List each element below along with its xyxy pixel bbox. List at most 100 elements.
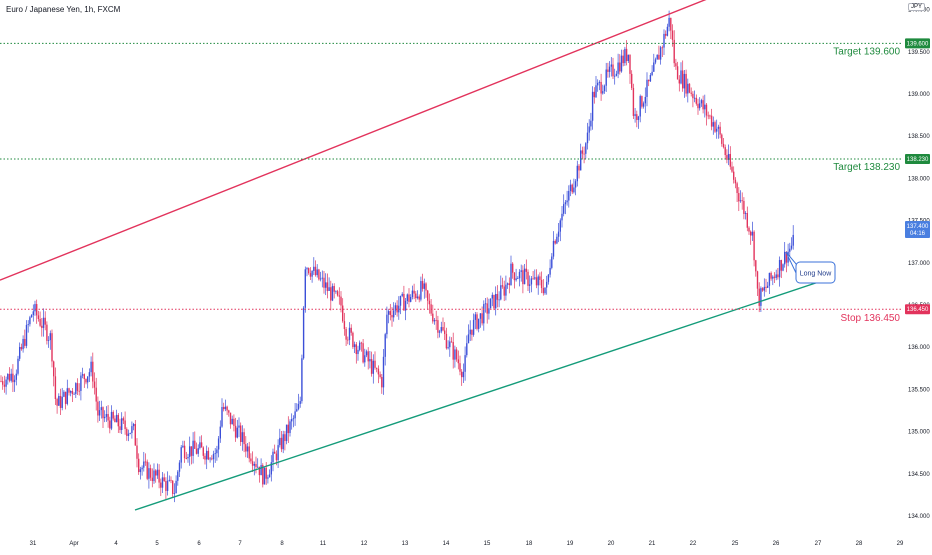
candle-body: [398, 305, 400, 313]
candle-body: [352, 332, 354, 348]
channel-lower-line[interactable]: [134, 276, 835, 511]
candle-body: [658, 54, 660, 60]
long-now-callout[interactable]: [795, 261, 836, 284]
long-now-label: Long Now: [800, 271, 832, 278]
candle-body: [228, 410, 230, 413]
candle-body: [365, 351, 368, 356]
currency-label[interactable]: JPY: [908, 3, 926, 11]
candle-body: [46, 324, 48, 341]
candle-body: [513, 272, 516, 281]
candle-body: [642, 103, 645, 107]
candle-body: [387, 311, 390, 315]
candle-body: [204, 455, 206, 460]
candle-body: [323, 277, 325, 288]
candle-body: [95, 387, 97, 402]
candle-body: [296, 409, 298, 412]
candle-body: [644, 96, 646, 104]
candle-body: [155, 470, 157, 476]
candle-body: [444, 330, 446, 334]
y-tick-label: 137.000: [908, 261, 930, 267]
candle-body: [161, 477, 164, 488]
y-tick-label: 139.500: [908, 50, 930, 56]
candle-body: [755, 260, 757, 272]
candle-body: [319, 278, 322, 280]
x-tick-label: 4: [114, 541, 118, 547]
x-tick-label: 19: [567, 541, 574, 547]
candle-body: [421, 281, 424, 289]
candle-body: [37, 315, 40, 319]
candle-body: [724, 147, 726, 156]
candle-body: [743, 200, 745, 214]
candle-body: [326, 282, 329, 291]
candle-body: [712, 122, 714, 127]
candle-body: [212, 453, 215, 460]
candle-body: [173, 493, 176, 494]
candle-body: [523, 268, 526, 285]
candle-body: [194, 440, 196, 449]
candle-body: [8, 373, 11, 381]
candle-body: [668, 17, 670, 27]
candle-body: [559, 220, 561, 232]
candle-body: [770, 272, 772, 279]
candle-body: [564, 202, 567, 205]
candle-body: [364, 355, 366, 363]
candle-body: [274, 451, 276, 454]
candle-body: [785, 251, 788, 263]
candle-body: [81, 374, 84, 376]
candle-body: [461, 371, 463, 378]
candle-body: [600, 81, 602, 94]
candle-body: [284, 434, 286, 442]
candle-body: [496, 294, 499, 300]
candle-body: [90, 361, 92, 373]
candle-body: [478, 318, 480, 329]
candle-body: [517, 278, 519, 280]
candle-body: [532, 278, 534, 280]
candle-body: [410, 296, 412, 302]
candle-body: [420, 281, 422, 300]
candle-body: [416, 296, 419, 299]
candle-body: [603, 85, 606, 92]
x-tick-label: 12: [361, 541, 368, 547]
candle-body: [462, 371, 465, 378]
candle-body: [139, 469, 142, 473]
candle-body: [792, 234, 794, 246]
candle-body: [311, 270, 313, 277]
candle-body: [195, 448, 198, 454]
candle-body: [149, 468, 152, 478]
candle-body: [566, 200, 568, 203]
candle-body: [25, 324, 28, 346]
candle-body: [676, 66, 679, 80]
candle-body: [501, 285, 504, 287]
candle-body: [138, 458, 140, 473]
candle-body: [270, 462, 272, 475]
candle-body: [313, 266, 315, 271]
candle-body: [348, 327, 351, 340]
candle-body: [260, 465, 262, 476]
candle-body: [156, 469, 159, 476]
candle-body: [153, 470, 155, 482]
candle-body: [148, 468, 150, 479]
candle-body: [109, 420, 111, 429]
candle-body: [406, 294, 408, 301]
candle-body: [690, 92, 692, 94]
candle-body: [506, 283, 509, 285]
y-tick-label: 138.500: [908, 134, 930, 140]
candle-body: [248, 446, 250, 459]
candle-body: [267, 477, 269, 479]
candle-body: [285, 424, 288, 442]
candle-body: [238, 425, 240, 428]
candle-body: [455, 349, 458, 360]
candle-body: [251, 461, 254, 466]
candle-body: [265, 467, 267, 479]
candle-body: [0, 380, 2, 382]
candle-body: [580, 150, 582, 171]
candle-body: [158, 469, 160, 483]
candle-body: [73, 393, 75, 395]
candle-body: [132, 423, 135, 427]
candle-body: [413, 290, 415, 294]
candle-body: [280, 437, 283, 450]
channel-upper-line[interactable]: [0, 0, 790, 281]
candle-body: [216, 449, 218, 454]
